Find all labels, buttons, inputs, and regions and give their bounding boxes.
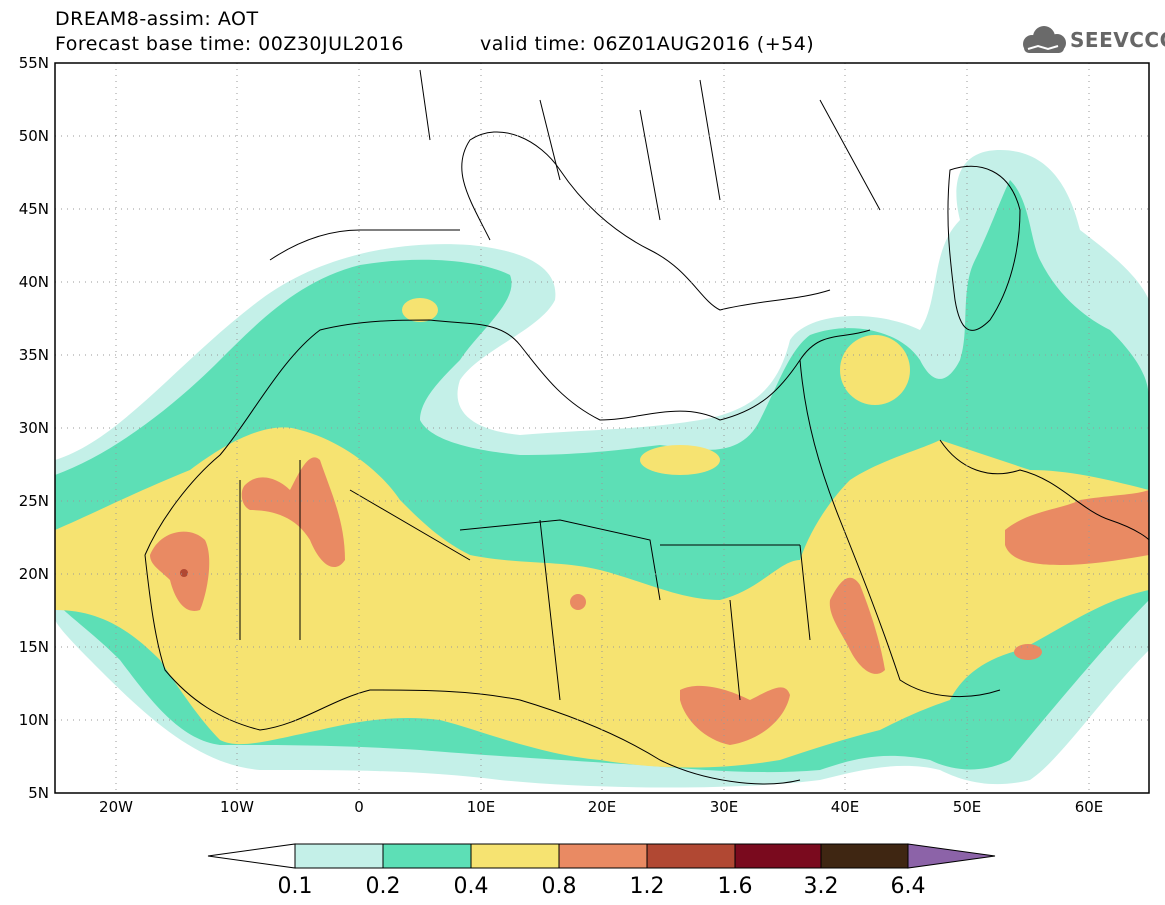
colorbar-label: 1.2 [630,874,665,899]
lat-label: 20N [19,565,49,583]
colorbar-swatch-below [207,843,296,869]
aot-blob-yellow-3 [640,445,720,475]
colorbar-swatch [734,843,822,869]
seevccc-logo [1023,26,1066,53]
colorbar-swatch [294,843,384,869]
lat-label: 50N [19,127,49,145]
colorbar [207,843,996,869]
aot-contour-0.8-c [680,685,790,745]
lat-label: 10N [19,711,49,729]
aot-blob-darkred-1 [180,569,188,577]
colorbar-swatch [382,843,472,869]
lon-label: 30E [710,798,739,816]
lat-label: 30N [19,419,49,437]
colorbar-label: 0.1 [278,874,313,899]
lat-label: 55N [19,54,49,72]
aot-contour-0.8-a [150,531,210,611]
aot-blob-orange-2 [1014,644,1042,660]
coastlines [144,69,1149,785]
lon-label: 0 [354,798,364,816]
forecast-base-time: Forecast base time: 00Z30JUL2016 [55,33,404,55]
graticule [55,63,1149,793]
lat-label: 45N [19,200,49,218]
lon-labels: 20W 10W 0 10E 20E 30E 40E 50E 60E [99,798,1103,816]
lat-label: 25N [19,492,49,510]
colorbar-label: 1.6 [718,874,753,899]
lon-label: 10W [220,798,254,816]
lat-labels: 55N 50N 45N 40N 35N 30N 25N 20N 15N 10N … [19,54,49,802]
aot-blob-yellow-1 [402,298,438,322]
lat-label: 40N [19,273,49,291]
colorbar-label: 3.2 [804,874,839,899]
lat-label: 35N [19,346,49,364]
lon-label: 20W [99,798,133,816]
colorbar-label: 6.4 [891,874,926,899]
colorbar-labels: 0.1 0.2 0.4 0.8 1.2 1.6 3.2 6.4 [278,874,926,899]
aot-contour-0.8-b [241,457,345,568]
lon-label: 60E [1075,798,1104,816]
title-line-1: DREAM8-assim: AOT [55,8,259,30]
logo-text: SEEVCCC [1070,28,1165,52]
colorbar-swatch [646,843,736,869]
colorbar-swatch [820,843,909,869]
aot-contour-0.8-e [829,577,885,674]
colorbar-swatch-above [907,843,996,869]
lon-label: 10E [467,798,496,816]
lat-label: 5N [28,784,49,802]
map-frame [54,62,1150,794]
lon-label: 40E [831,798,860,816]
valid-time: valid time: 06Z01AUG2016 (+54) [480,33,815,55]
aot-blob-yellow-2 [840,335,910,405]
colorbar-label: 0.2 [366,874,401,899]
colorbar-swatch [558,843,648,869]
colorbar-swatch [470,843,560,869]
lon-label: 50E [953,798,982,816]
colorbar-label: 0.8 [542,874,577,899]
lat-label: 15N [19,638,49,656]
aot-contour-0.8-d [1005,490,1149,565]
aot-blob-orange-1 [570,594,586,610]
lon-label: 20E [588,798,617,816]
colorbar-label: 0.4 [454,874,489,899]
